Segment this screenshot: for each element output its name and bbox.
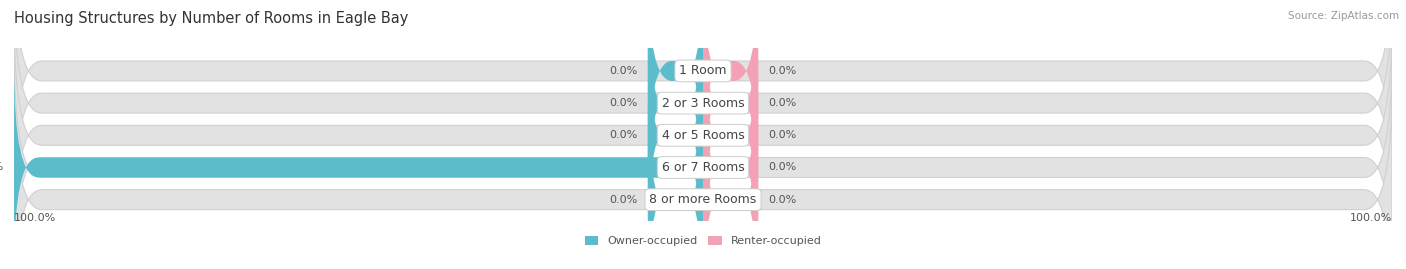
Text: Source: ZipAtlas.com: Source: ZipAtlas.com: [1288, 11, 1399, 21]
FancyBboxPatch shape: [14, 0, 1392, 222]
Text: 0.0%: 0.0%: [609, 98, 637, 108]
Text: 0.0%: 0.0%: [769, 66, 797, 76]
FancyBboxPatch shape: [14, 65, 703, 269]
Text: 0.0%: 0.0%: [769, 98, 797, 108]
Text: 0.0%: 0.0%: [609, 66, 637, 76]
FancyBboxPatch shape: [14, 81, 1392, 269]
FancyBboxPatch shape: [14, 0, 1392, 190]
Text: 1 Room: 1 Room: [679, 65, 727, 77]
Text: 0.0%: 0.0%: [769, 195, 797, 205]
Text: 2 or 3 Rooms: 2 or 3 Rooms: [662, 97, 744, 110]
FancyBboxPatch shape: [14, 49, 1392, 269]
Text: 0.0%: 0.0%: [609, 130, 637, 140]
Text: 8 or more Rooms: 8 or more Rooms: [650, 193, 756, 206]
FancyBboxPatch shape: [14, 17, 1392, 254]
FancyBboxPatch shape: [703, 1, 758, 206]
Text: 0.0%: 0.0%: [769, 130, 797, 140]
FancyBboxPatch shape: [648, 97, 703, 269]
FancyBboxPatch shape: [648, 0, 703, 174]
Text: 100.0%: 100.0%: [1350, 213, 1392, 223]
FancyBboxPatch shape: [703, 0, 758, 174]
FancyBboxPatch shape: [703, 33, 758, 238]
Text: Housing Structures by Number of Rooms in Eagle Bay: Housing Structures by Number of Rooms in…: [14, 11, 408, 26]
FancyBboxPatch shape: [648, 1, 703, 206]
Text: 4 or 5 Rooms: 4 or 5 Rooms: [662, 129, 744, 142]
Text: 0.0%: 0.0%: [609, 195, 637, 205]
FancyBboxPatch shape: [703, 65, 758, 269]
Text: 100.0%: 100.0%: [0, 162, 4, 172]
Text: 6 or 7 Rooms: 6 or 7 Rooms: [662, 161, 744, 174]
Text: 0.0%: 0.0%: [769, 162, 797, 172]
Legend: Owner-occupied, Renter-occupied: Owner-occupied, Renter-occupied: [585, 236, 821, 246]
FancyBboxPatch shape: [648, 33, 703, 238]
Text: 100.0%: 100.0%: [14, 213, 56, 223]
FancyBboxPatch shape: [703, 97, 758, 269]
